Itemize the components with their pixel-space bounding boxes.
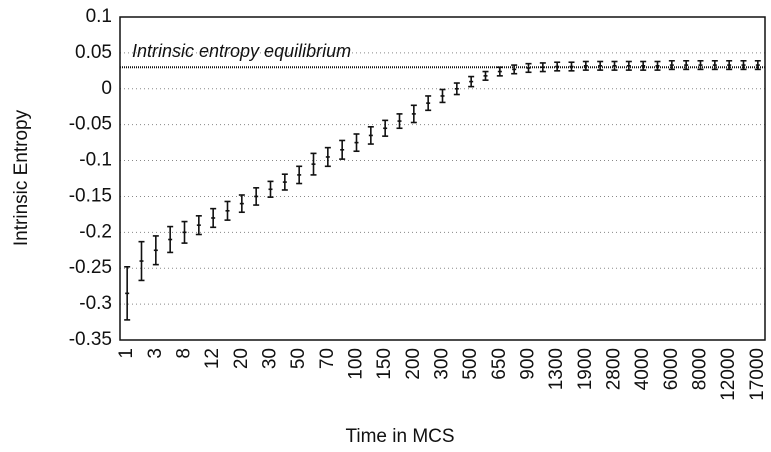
error-bar: [539, 62, 546, 73]
plot-frame: [119, 16, 766, 341]
error-bar: [482, 70, 489, 81]
x-tick-label: 30: [260, 348, 281, 369]
y-tick-label: 0: [101, 78, 112, 99]
x-tick-label: 8000: [690, 348, 711, 390]
error-bar: [453, 82, 460, 96]
error-bar: [582, 60, 589, 71]
x-axis-title: Time in MCS: [345, 426, 454, 447]
error-bar: [611, 60, 618, 71]
x-tick-label: 50: [288, 348, 309, 369]
error-bar: [625, 60, 632, 71]
x-tick-label: 300: [432, 348, 453, 380]
x-tick-label: 3: [145, 348, 166, 359]
error-bar: [683, 59, 690, 71]
error-bar: [468, 75, 475, 88]
error-bar: [224, 200, 231, 221]
error-bar: [281, 173, 288, 191]
x-tick-label: 900: [518, 348, 539, 380]
x-tick-label: 1900: [575, 348, 596, 390]
error-bar: [425, 95, 432, 112]
equilibrium-label: Intrinsic entropy equilibrium: [132, 41, 351, 61]
error-bar: [310, 152, 317, 176]
y-tick-label: 0.1: [86, 6, 112, 27]
y-tick-label: -0.15: [69, 185, 112, 206]
error-bar: [410, 104, 417, 124]
error-bar: [138, 240, 145, 282]
error-bar: [740, 59, 747, 71]
error-bar: [367, 126, 374, 145]
y-tick-label: -0.25: [69, 257, 112, 278]
error-bar: [511, 64, 518, 75]
error-bar: [554, 61, 561, 72]
x-tick-label: 70: [317, 348, 338, 369]
y-tick-label: -0.1: [79, 150, 112, 171]
x-tick-label: 17000: [747, 348, 768, 401]
error-bar: [525, 62, 532, 74]
error-bar: [195, 215, 202, 236]
x-tick-label: 12000: [718, 348, 739, 401]
error-bar: [496, 66, 503, 77]
error-bar: [253, 187, 260, 206]
x-tick-label: 20: [231, 348, 252, 369]
y-tick-label: -0.35: [69, 329, 112, 350]
error-bar: [324, 146, 331, 168]
error-bar: [181, 220, 188, 244]
error-bar: [296, 165, 303, 185]
error-bar: [396, 113, 403, 130]
error-bar: [439, 88, 446, 104]
x-tick-label: 2800: [604, 348, 625, 390]
error-bar: [124, 265, 131, 321]
error-bar: [654, 60, 661, 71]
x-tick-label: 500: [460, 348, 481, 380]
error-bar: [640, 60, 647, 71]
error-bar: [339, 139, 346, 160]
x-tick-label: 200: [403, 348, 424, 380]
x-tick-label: 6000: [661, 348, 682, 390]
error-bar: [597, 60, 604, 71]
y-tick-label: -0.3: [79, 293, 112, 314]
error-bar: [726, 59, 733, 71]
error-bar: [152, 235, 159, 266]
y-tick-label: 0.05: [75, 42, 112, 63]
x-tick-label: 12: [202, 348, 223, 369]
x-tick-label: 1300: [546, 348, 567, 390]
x-tick-label: 8: [174, 348, 195, 359]
x-tick-label: 1: [116, 348, 137, 359]
error-bar: [568, 61, 575, 72]
error-bar: [711, 59, 718, 71]
error-bar: [353, 133, 360, 153]
error-bar: [238, 194, 245, 214]
y-tick-label: -0.05: [69, 114, 112, 135]
y-tick-label: -0.2: [79, 221, 112, 242]
error-bar: [697, 59, 704, 71]
x-tick-label: 100: [346, 348, 367, 380]
error-bar: [167, 225, 174, 254]
error-bar: [210, 207, 217, 229]
error-bar: [382, 119, 389, 137]
error-bar: [267, 180, 274, 198]
error-bar: [754, 59, 761, 71]
error-bar: [668, 59, 675, 71]
x-tick-label: 150: [374, 348, 395, 380]
x-tick-label: 650: [489, 348, 510, 380]
y-axis-title: Intrinsic Entropy: [11, 109, 32, 246]
x-tick-label: 4000: [632, 348, 653, 390]
